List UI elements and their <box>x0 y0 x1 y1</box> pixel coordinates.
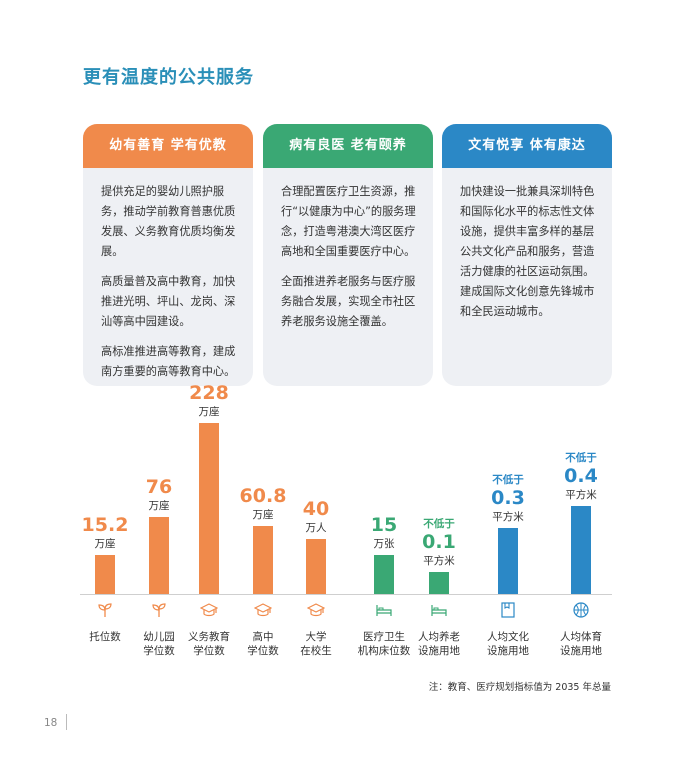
category-label: 人均养老 设施用地 <box>404 630 474 658</box>
category-label-line: 托位数 <box>89 631 121 643</box>
card-paragraph: 加快建设一批兼具深圳特色和国际化水平的标志性文体设施，提供丰富多样的基层公共文化… <box>460 185 595 318</box>
value-unit: 万座 <box>148 499 170 512</box>
value-prefix: 不低于 <box>492 474 524 486</box>
data-label: 40 万人 <box>286 498 346 535</box>
card-education: 幼有善育 学有优教 提供充足的婴幼儿照护服务，推动学前教育普惠优质发展、义务教育… <box>83 124 253 386</box>
category-label: 大学 在校生 <box>281 630 351 658</box>
chart-bar <box>95 554 115 594</box>
chart-bar <box>374 554 394 594</box>
value-unit: 万座 <box>198 405 220 418</box>
category-label-line: 设施用地 <box>418 645 460 657</box>
graduation-cap-icon <box>199 601 219 619</box>
data-label: 15 万张 <box>354 514 414 551</box>
page-number: 18 <box>44 717 58 729</box>
chart-bar <box>571 506 591 594</box>
sprout-icon <box>150 601 168 619</box>
value-number: 15.2 <box>81 513 129 536</box>
category-label-line: 人均养老 <box>418 631 460 643</box>
card-header-culture: 文有悦享 体有康达 <box>442 124 612 168</box>
value-number: 40 <box>302 498 330 521</box>
category-label-line: 机构床位数 <box>357 645 411 657</box>
chart-bar <box>253 526 273 594</box>
category-label-line: 大学 <box>305 631 327 643</box>
value-number: 0.3 <box>491 487 525 509</box>
card-body-education: 提供充足的婴幼儿照护服务，推动学前教育普惠优质发展、义务教育优质均衡发展。 高质… <box>83 168 253 382</box>
data-label: 228 万座 <box>179 382 239 419</box>
chart-bar <box>498 528 518 594</box>
footnote: 注：教育、医疗规划指标值为 2035 年总量 <box>428 682 611 693</box>
data-label: 60.8 万座 <box>233 485 293 522</box>
card-paragraph: 合理配置医疗卫生资源，推行“以健康为中心”的服务理念，打造粤港澳大湾区医疗高地和… <box>281 185 416 258</box>
bed-icon <box>430 601 448 619</box>
chart-bar <box>429 572 449 594</box>
category-label: 人均体育 设施用地 <box>546 630 616 658</box>
category-label: 高中 学位数 <box>228 630 298 658</box>
category-label-line: 学位数 <box>143 645 175 657</box>
card-header-health: 病有良医 老有颐养 <box>263 124 433 168</box>
category-label-line: 设施用地 <box>487 645 529 657</box>
value-unit: 万张 <box>373 537 395 550</box>
card-paragraph: 高质量普及高中教育，加快推进光明、坪山、龙岗、深汕等高中园建设。 <box>101 275 236 328</box>
value-number: 15 <box>370 513 398 536</box>
value-unit: 万座 <box>94 537 116 550</box>
value-unit: 平方米 <box>565 489 597 501</box>
category-label-line: 人均体育 <box>560 631 602 643</box>
value-unit: 平方米 <box>423 555 455 567</box>
data-label: 不低于 0.1 平方米 <box>409 518 469 568</box>
card-culture: 文有悦享 体有康达 加快建设一批兼具深圳特色和国际化水平的标志性文体设施，提供丰… <box>442 124 612 386</box>
value-prefix: 不低于 <box>423 518 455 530</box>
category-label-line: 在校生 <box>300 645 332 657</box>
page-divider <box>66 714 67 730</box>
graduation-cap-icon <box>253 601 273 619</box>
card-body-culture: 加快建设一批兼具深圳特色和国际化水平的标志性文体设施，提供丰富多样的基层公共文化… <box>442 168 612 322</box>
chart-bar <box>199 422 219 594</box>
data-label: 15.2 万座 <box>75 514 135 551</box>
category-label-line: 设施用地 <box>560 645 602 657</box>
value-unit: 平方米 <box>492 511 524 523</box>
data-label: 不低于 0.3 平方米 <box>478 474 538 524</box>
value-unit: 万人 <box>305 522 327 535</box>
card-health: 病有良医 老有颐养 合理配置医疗卫生资源，推行“以健康为中心”的服务理念，打造粤… <box>263 124 433 386</box>
category-label-line: 高中 <box>252 631 274 643</box>
bed-icon <box>375 601 393 619</box>
chart-bar <box>149 516 169 594</box>
sprout-icon <box>96 601 114 619</box>
value-number: 76 <box>145 475 173 498</box>
card-paragraph: 提供充足的婴幼儿照护服务，推动学前教育普惠优质发展、义务教育优质均衡发展。 <box>101 185 236 258</box>
data-label: 76 万座 <box>129 476 189 513</box>
page-title: 更有温度的公共服务 <box>83 67 254 88</box>
value-prefix: 不低于 <box>565 452 597 464</box>
basketball-icon <box>572 601 590 619</box>
value-number: 228 <box>189 381 229 404</box>
value-unit: 万座 <box>252 509 274 522</box>
category-label-line: 学位数 <box>247 645 279 657</box>
data-label: 不低于 0.4 平方米 <box>551 452 611 502</box>
chart-baseline <box>80 594 612 595</box>
card-paragraph: 高标准推进高等教育，建成南方重要的高等教育中心。 <box>101 345 236 378</box>
card-paragraph: 全面推进养老服务与医疗服务融合发展，实现全市社区养老服务设施全覆盖。 <box>281 275 416 328</box>
category-label-line: 学位数 <box>193 645 225 657</box>
value-number: 0.1 <box>422 531 456 553</box>
card-header-education: 幼有善育 学有优教 <box>83 124 253 168</box>
category-label-line: 医疗卫生 <box>363 631 405 643</box>
category-label: 托位数 <box>70 630 140 644</box>
book-icon <box>499 601 517 619</box>
graduation-cap-icon <box>306 601 326 619</box>
chart-bar <box>306 539 326 594</box>
category-label-line: 幼儿园 <box>143 631 175 643</box>
category-label: 人均文化 设施用地 <box>473 630 543 658</box>
card-body-health: 合理配置医疗卫生资源，推行“以健康为中心”的服务理念，打造粤港澳大湾区医疗高地和… <box>263 168 433 332</box>
category-label: 医疗卫生 机构床位数 <box>349 630 419 658</box>
value-number: 60.8 <box>239 485 287 508</box>
value-number: 0.4 <box>564 465 598 487</box>
category-label: 幼儿园 学位数 <box>124 630 194 658</box>
category-label-line: 人均文化 <box>487 631 529 643</box>
category-label: 义务教育 学位数 <box>174 630 244 658</box>
category-label-line: 义务教育 <box>188 631 230 643</box>
